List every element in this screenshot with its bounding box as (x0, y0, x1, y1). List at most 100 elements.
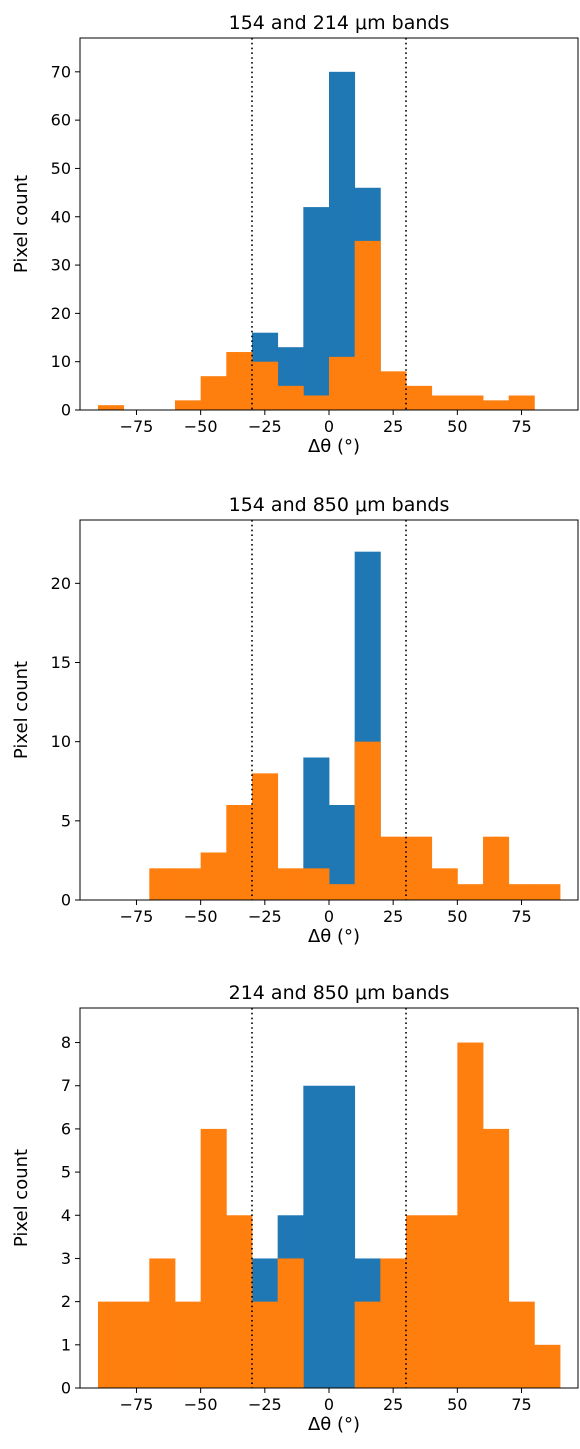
histogram-bar (354, 741, 381, 900)
y-tick-label: 70 (51, 62, 71, 81)
histogram-bar (457, 884, 484, 900)
y-tick-label: 4 (61, 1206, 71, 1225)
series-2-bars (149, 741, 561, 900)
y-tick-label: 0 (61, 1379, 71, 1398)
histogram-bar (329, 71, 356, 411)
x-tick-label: −50 (184, 1395, 218, 1414)
x-tick-label: −75 (120, 1395, 154, 1414)
histogram-bar (251, 361, 279, 410)
x-tick-label: 0 (324, 907, 334, 926)
x-tick-label: −75 (120, 417, 154, 436)
histogram-bar (277, 385, 304, 410)
x-tick-label: 75 (511, 907, 531, 926)
histogram-bar (226, 805, 253, 900)
histogram-bar (380, 836, 407, 900)
histogram-bar (380, 1258, 407, 1388)
histogram-bar (431, 1215, 458, 1388)
y-tick-label: 20 (51, 304, 71, 323)
y-tick-label: 5 (61, 1163, 71, 1182)
histogram-bar (329, 356, 356, 410)
histogram-bar (303, 868, 330, 900)
chart-title: 154 and 850 μm bands (229, 494, 450, 516)
x-tick-label: −75 (120, 907, 154, 926)
x-tick-label: −25 (248, 1395, 282, 1414)
x-tick-label: 75 (511, 417, 531, 436)
histogram-bar (483, 400, 510, 410)
histogram-bar (457, 395, 484, 410)
histogram-bar (431, 395, 458, 410)
chart-panel-3: −75 −50 −25 0 25 50 75 0 1 2 3 4 5 6 7 8 214 and 850 μm … (11, 982, 579, 1435)
x-axis-label: Δθ (°) (308, 1414, 360, 1435)
x-tick-label: −50 (184, 907, 218, 926)
histogram-bar (508, 1301, 535, 1388)
histogram-bar (354, 240, 381, 410)
x-tick-label: 25 (383, 417, 403, 436)
y-axis-label: Pixel count (11, 1149, 32, 1247)
y-axis-label: Pixel count (11, 661, 32, 759)
histogram-bar (303, 395, 330, 410)
series-2-bars (97, 1042, 561, 1388)
y-tick-label: 30 (51, 256, 71, 275)
histogram-bar (303, 1085, 330, 1388)
y-tick-label: 2 (61, 1292, 71, 1311)
histogram-bar (303, 207, 330, 410)
histogram-bar (380, 371, 407, 410)
histogram-bar (123, 1301, 150, 1388)
histogram-bar (534, 1344, 561, 1388)
histogram-bar (174, 868, 202, 900)
x-tick-label: 25 (383, 907, 403, 926)
chart-title: 154 and 214 μm bands (229, 12, 450, 34)
y-tick-label: 50 (51, 159, 71, 178)
y-tick-label: 6 (61, 1119, 71, 1138)
histogram-bar (406, 836, 433, 900)
histogram-bar (97, 1301, 125, 1388)
histogram-bar (97, 405, 125, 410)
x-tick-label: 0 (324, 417, 334, 436)
x-axis-label: Δθ (°) (308, 926, 360, 947)
histogram-bar (406, 1215, 433, 1388)
histogram-bar (251, 773, 279, 900)
y-tick-label: 1 (61, 1335, 71, 1354)
histogram-bar (174, 400, 202, 410)
histogram-bar (431, 868, 458, 900)
x-tick-label: 0 (324, 1395, 334, 1414)
histogram-bar (329, 884, 356, 900)
y-tick-label: 0 (61, 891, 71, 910)
y-tick-label: 20 (51, 574, 71, 593)
x-tick-label: 50 (447, 907, 467, 926)
y-axis-label: Pixel count (11, 175, 32, 273)
y-tick-label: 8 (61, 1033, 71, 1052)
histogram-bar (483, 1128, 510, 1388)
y-tick-label: 15 (51, 653, 71, 672)
y-tick-label: 0 (61, 401, 71, 420)
y-tick-label: 5 (61, 811, 71, 830)
y-tick-label: 7 (61, 1076, 71, 1095)
y-tick-label: 40 (51, 207, 71, 226)
histogram-bar (354, 1301, 381, 1388)
y-tick-label: 3 (61, 1249, 71, 1268)
x-axis-label: Δθ (°) (308, 436, 360, 457)
histogram-bar (483, 836, 510, 900)
histogram-bar (277, 1258, 304, 1388)
series-2-bars (97, 240, 535, 410)
histogram-bar (508, 884, 535, 900)
chart-title: 214 and 850 μm bands (229, 982, 450, 1004)
histogram-bar (406, 385, 433, 410)
x-tick-label: 50 (447, 1395, 467, 1414)
histogram-bar (200, 1128, 227, 1388)
x-tick-label: 50 (447, 417, 467, 436)
histogram-bar (277, 868, 304, 900)
chart-panel-1: −75 −50 −25 0 25 50 75 0 10 20 30 40 50 60 70 154 and 2… (11, 12, 579, 457)
histogram-bar (226, 1215, 253, 1388)
chart-panel-2: −75 −50 −25 0 25 50 75 0 5 10 15 20 154 and 850 μm b… (11, 494, 579, 947)
x-tick-label: 75 (511, 1395, 531, 1414)
histogram-bar (149, 868, 176, 900)
histogram-bar (174, 1301, 202, 1388)
histogram-bar (534, 884, 561, 900)
x-tick-label: −25 (248, 417, 282, 436)
histogram-bar (329, 1085, 356, 1388)
histogram-bar (200, 376, 227, 410)
histogram-bar (457, 1042, 484, 1388)
